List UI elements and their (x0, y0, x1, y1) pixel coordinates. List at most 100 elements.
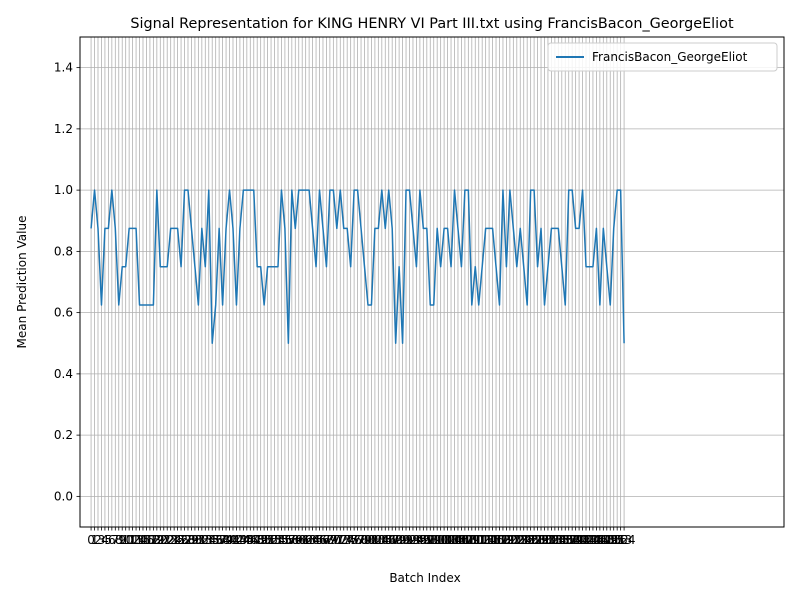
x-tick-label: 16 (139, 533, 154, 547)
x-tick-label: 129 (526, 533, 549, 547)
x-tick-label: 3 (98, 533, 106, 547)
x-tick-label: 126 (516, 533, 539, 547)
x-tick-label: 8 (115, 533, 123, 547)
x-tick-label: 14 (132, 533, 147, 547)
x-tick-label: 63 (301, 533, 316, 547)
x-tick-label: 48 (250, 533, 265, 547)
x-tick-label: 41 (225, 533, 240, 547)
x-tick-label: 150 (599, 533, 622, 547)
y-tick-label: 0.6 (54, 306, 73, 320)
x-tick-label: 23 (163, 533, 178, 547)
x-tick-label: 116 (481, 533, 504, 547)
x-tick-label: 137 (554, 533, 577, 547)
x-tick-label: 56 (277, 533, 292, 547)
x-tick-label: 106 (447, 533, 470, 547)
x-tick-label: 146 (585, 533, 608, 547)
legend-box (547, 42, 778, 72)
x-tick-label: 66 (312, 533, 327, 547)
x-tick-label: 100 (426, 533, 449, 547)
x-tick-label: 107 (450, 533, 473, 547)
x-tick-label: 139 (561, 533, 584, 547)
x-tick-label: 102 (433, 533, 456, 547)
x-tick-label: 64 (305, 533, 320, 547)
x-tick-label: 88 (388, 533, 403, 547)
x-tick-label: 22 (160, 533, 175, 547)
x-tick-label: 152 (606, 533, 629, 547)
x-tick-label: 92 (402, 533, 417, 547)
x-tick-label: 32 (194, 533, 209, 547)
y-tick-label: 1.4 (54, 61, 73, 75)
x-tick-label: 12 (125, 533, 140, 547)
x-tick-label: 135 (547, 533, 570, 547)
x-tick-label: 0 (87, 533, 95, 547)
x-tick-label: 89 (391, 533, 406, 547)
plot-frame (79, 36, 785, 528)
x-tick-label: 94 (409, 533, 424, 547)
x-tick-label: 114 (474, 533, 497, 547)
y-tick-label: 0.8 (54, 244, 73, 258)
x-tick-label: 58 (284, 533, 299, 547)
x-tick-label: 57 (281, 533, 296, 547)
x-tick-label: 99 (426, 533, 441, 547)
x-tick-label: 121 (498, 533, 521, 547)
legend-label: FrancisBacon_GeorgeEliot (592, 50, 748, 64)
series-lines (90, 189, 625, 344)
x-tick-label: 74 (340, 533, 355, 547)
x-tick-label: 115 (478, 533, 501, 547)
x-tick-label: 112 (467, 533, 490, 547)
x-tick-label: 144 (578, 533, 601, 547)
chart-title: Signal Representation for KING HENRY VI … (130, 16, 734, 32)
y-tick-label: 0.2 (54, 428, 73, 442)
x-tick-label: 20 (153, 533, 168, 547)
x-tick-label: 118 (488, 533, 511, 547)
x-tick-label: 2 (94, 533, 102, 547)
x-tick-label: 104 (440, 533, 463, 547)
x-tick-label: 81 (364, 533, 379, 547)
x-tick-label: 151 (602, 533, 625, 547)
x-tick-label: 61 (295, 533, 310, 547)
x-tick-label: 38 (215, 533, 230, 547)
x-tick-label: 133 (540, 533, 563, 547)
x-tick-label: 70 (326, 533, 341, 547)
x-tick-label: 87 (385, 533, 400, 547)
x-tick-label: 65 (308, 533, 323, 547)
x-tick-label: 27 (177, 533, 192, 547)
x-tick-label: 26 (173, 533, 188, 547)
x-tick-label: 1 (91, 533, 99, 547)
x-tick-label: 123 (505, 533, 528, 547)
x-tick-label: 15 (135, 533, 150, 547)
x-tick-label: 147 (588, 533, 611, 547)
x-tick-label: 55 (274, 533, 289, 547)
x-tick-label: 37 (211, 533, 226, 547)
x-tick-label: 149 (595, 533, 618, 547)
y-axis-ticks: 0.0 0.2 0.4 0.6 0.8 1.0 1.2 1.4 (54, 61, 80, 503)
x-tick-label: 62 (298, 533, 313, 547)
y-axis-label: Mean Prediction Value (15, 216, 29, 349)
x-tick-label: 34 (201, 533, 216, 547)
x-tick-label: 19 (149, 533, 164, 547)
x-tick-label: 120 (495, 533, 518, 547)
x-tick-label: 90 (395, 533, 410, 547)
x-tick-label: 11 (122, 533, 137, 547)
x-tick-label: 76 (346, 533, 361, 547)
x-tick-label: 125 (512, 533, 535, 547)
x-tick-label: 142 (571, 533, 594, 547)
x-tick-label: 18 (146, 533, 161, 547)
legend: FrancisBacon_GeorgeEliot (547, 42, 778, 72)
x-tick-label: 49 (253, 533, 268, 547)
x-tick-label: 132 (536, 533, 559, 547)
y-tick-label: 1.2 (54, 122, 73, 136)
x-tick-label: 69 (322, 533, 337, 547)
y-tick-label: 0.0 (54, 489, 73, 503)
x-tick-label: 71 (329, 533, 344, 547)
x-tick-label: 145 (581, 533, 604, 547)
x-tick-label: 134 (543, 533, 566, 547)
x-tick-label: 138 (557, 533, 580, 547)
x-tick-label: 119 (492, 533, 515, 547)
x-tick-label: 9 (118, 533, 126, 547)
x-tick-label: 33 (198, 533, 213, 547)
x-axis-label: Batch Index (389, 571, 460, 585)
x-tick-label: 136 (550, 533, 573, 547)
x-tick-label: 82 (367, 533, 382, 547)
